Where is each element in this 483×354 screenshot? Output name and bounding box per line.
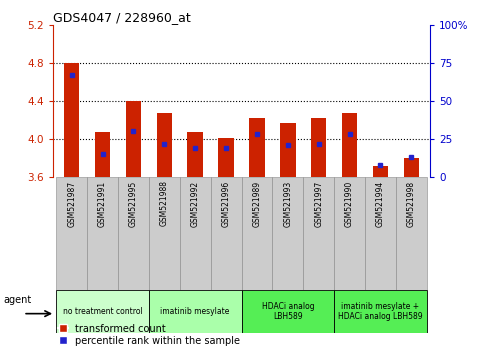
Text: GSM521988: GSM521988 xyxy=(160,181,169,227)
Bar xyxy=(187,132,203,177)
Bar xyxy=(242,177,272,290)
Text: GSM521991: GSM521991 xyxy=(98,181,107,227)
Bar xyxy=(56,177,87,290)
Bar xyxy=(156,113,172,177)
Text: GSM521992: GSM521992 xyxy=(191,181,199,227)
Bar xyxy=(56,290,149,333)
Bar xyxy=(218,138,234,177)
Bar xyxy=(126,101,141,177)
Bar xyxy=(149,177,180,290)
Text: GSM521990: GSM521990 xyxy=(345,181,354,227)
Bar xyxy=(342,113,357,177)
Bar xyxy=(334,177,365,290)
Bar xyxy=(404,158,419,177)
Text: GSM521997: GSM521997 xyxy=(314,181,323,227)
Bar xyxy=(280,123,296,177)
Bar xyxy=(249,118,265,177)
Text: GDS4047 / 228960_at: GDS4047 / 228960_at xyxy=(53,11,191,24)
Bar xyxy=(64,63,79,177)
Bar xyxy=(272,177,303,290)
Bar xyxy=(211,177,242,290)
Legend: transformed count, percentile rank within the sample: transformed count, percentile rank withi… xyxy=(58,324,241,346)
Bar xyxy=(149,290,242,333)
Bar xyxy=(396,177,427,290)
Text: GSM521989: GSM521989 xyxy=(253,181,261,227)
Bar xyxy=(180,177,211,290)
Text: GSM521987: GSM521987 xyxy=(67,181,76,227)
Bar xyxy=(95,132,110,177)
Bar xyxy=(373,166,388,177)
Bar xyxy=(118,177,149,290)
Text: GSM521995: GSM521995 xyxy=(129,181,138,227)
Text: GSM521994: GSM521994 xyxy=(376,181,385,227)
Text: GSM521993: GSM521993 xyxy=(284,181,292,227)
Text: imatinib mesylate +
HDACi analog LBH589: imatinib mesylate + HDACi analog LBH589 xyxy=(338,302,423,321)
Bar xyxy=(87,177,118,290)
Bar xyxy=(242,290,334,333)
Bar xyxy=(334,290,427,333)
Bar xyxy=(311,118,327,177)
Bar xyxy=(365,177,396,290)
Bar xyxy=(303,177,334,290)
Text: imatinib mesylate: imatinib mesylate xyxy=(160,307,230,316)
Text: GSM521996: GSM521996 xyxy=(222,181,230,227)
Text: GSM521998: GSM521998 xyxy=(407,181,416,227)
Text: agent: agent xyxy=(3,295,31,304)
Text: HDACi analog
LBH589: HDACi analog LBH589 xyxy=(261,302,314,321)
Text: no treatment control: no treatment control xyxy=(63,307,142,316)
